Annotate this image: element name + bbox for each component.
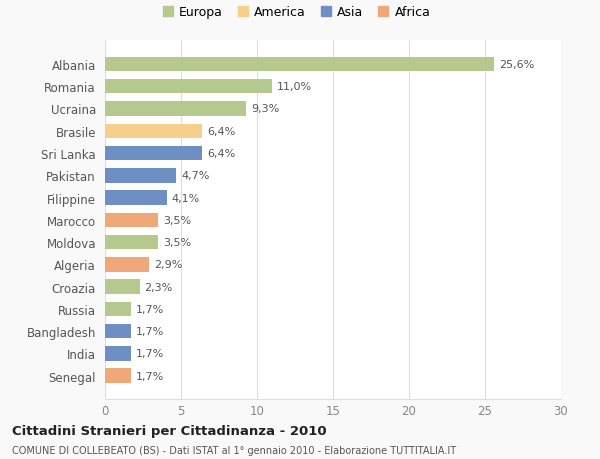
Text: 4,7%: 4,7% bbox=[181, 171, 209, 181]
Text: 2,9%: 2,9% bbox=[154, 260, 182, 270]
Text: 4,1%: 4,1% bbox=[172, 193, 200, 203]
Text: 25,6%: 25,6% bbox=[499, 60, 534, 70]
Bar bbox=[105, 146, 202, 161]
Text: 1,7%: 1,7% bbox=[136, 349, 164, 358]
Text: 9,3%: 9,3% bbox=[251, 104, 279, 114]
Text: 1,7%: 1,7% bbox=[136, 304, 164, 314]
Text: 6,4%: 6,4% bbox=[207, 149, 235, 159]
Bar bbox=[105, 80, 272, 94]
Bar bbox=[105, 280, 140, 294]
Text: 1,7%: 1,7% bbox=[136, 326, 164, 336]
Bar bbox=[105, 235, 158, 250]
Text: Cittadini Stranieri per Cittadinanza - 2010: Cittadini Stranieri per Cittadinanza - 2… bbox=[12, 425, 326, 437]
Bar bbox=[105, 302, 131, 316]
Bar bbox=[105, 57, 494, 72]
Text: 11,0%: 11,0% bbox=[277, 82, 312, 92]
Bar bbox=[105, 347, 131, 361]
Legend: Europa, America, Asia, Africa: Europa, America, Asia, Africa bbox=[163, 6, 430, 19]
Text: 2,3%: 2,3% bbox=[145, 282, 173, 292]
Text: 3,5%: 3,5% bbox=[163, 215, 191, 225]
Bar bbox=[105, 191, 167, 205]
Bar bbox=[105, 369, 131, 383]
Bar bbox=[105, 168, 176, 183]
Bar bbox=[105, 257, 149, 272]
Text: COMUNE DI COLLEBEATO (BS) - Dati ISTAT al 1° gennaio 2010 - Elaborazione TUTTITA: COMUNE DI COLLEBEATO (BS) - Dati ISTAT a… bbox=[12, 445, 456, 455]
Text: 3,5%: 3,5% bbox=[163, 238, 191, 247]
Bar bbox=[105, 102, 247, 117]
Text: 6,4%: 6,4% bbox=[207, 127, 235, 136]
Text: 1,7%: 1,7% bbox=[136, 371, 164, 381]
Bar bbox=[105, 213, 158, 228]
Bar bbox=[105, 124, 202, 139]
Bar bbox=[105, 324, 131, 339]
